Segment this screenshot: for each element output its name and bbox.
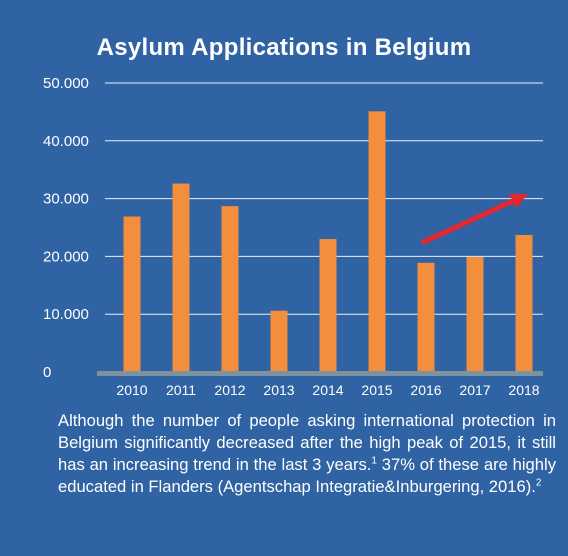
bar-2014 [319, 239, 337, 372]
y-tick-label: 50.000 [43, 75, 89, 92]
y-tick-label: 30.000 [43, 191, 89, 208]
chart-title: Asylum Applications in Belgium [96, 34, 472, 61]
bar-chart: 0 10.000 20.000 30.000 40.000 50.000 2010 2011 2… [43, 75, 543, 398]
bar-2013 [270, 310, 288, 372]
bar-2017 [466, 256, 484, 372]
x-axis-baseline [97, 371, 543, 376]
bar-2010 [123, 216, 141, 372]
x-tick-label: 2015 [361, 382, 392, 398]
bar-2016 [417, 262, 435, 372]
bar-2018 [515, 235, 533, 372]
x-tick-label: 2012 [214, 382, 245, 398]
trend-arrow-head [509, 193, 528, 209]
x-tick-label: 2014 [312, 382, 343, 398]
x-tick-label: 2017 [459, 382, 490, 398]
x-tick-label: 2018 [508, 382, 539, 398]
y-tick-label: 10.000 [43, 306, 89, 323]
y-tick-label: 20.000 [43, 248, 89, 265]
footnote-2: 2 [535, 477, 542, 489]
trend-arrow-shaft [420, 198, 514, 246]
x-tick-label: 2011 [166, 382, 196, 398]
y-tick-label: 40.000 [43, 133, 89, 150]
bar-2012 [221, 206, 239, 372]
bar-2011 [172, 183, 190, 372]
caption-text-2: 37% of these are highly educated in Flan… [58, 455, 556, 496]
caption-text: Although the number of people asking int… [58, 411, 556, 474]
y-tick-label: 0 [43, 364, 51, 381]
footnote-1: 1 [371, 455, 377, 467]
caption: Although the number of people asking int… [58, 410, 556, 498]
x-tick-label: 2013 [263, 382, 294, 398]
x-tick-label: 2016 [410, 382, 441, 398]
bar-2015 [368, 111, 386, 373]
x-tick-label: 2010 [116, 382, 147, 398]
